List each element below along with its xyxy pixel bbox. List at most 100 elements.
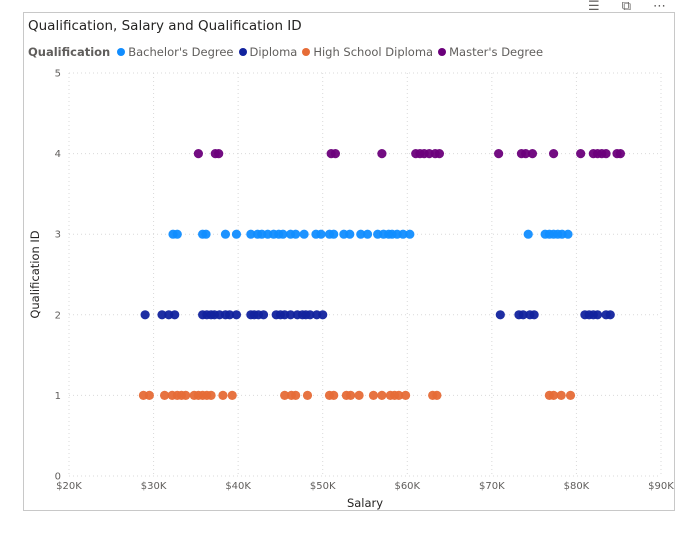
chart-legend: Qualification Bachelor's Degree Diploma … (28, 45, 548, 59)
data-point[interactable] (368, 390, 379, 400)
data-point[interactable] (329, 390, 339, 400)
x-tick-label: $60K (394, 481, 420, 492)
data-point[interactable] (316, 229, 326, 239)
y-tick-label: 1 (55, 391, 61, 402)
data-point[interactable] (218, 390, 228, 400)
data-point[interactable] (225, 310, 235, 320)
data-point[interactable] (144, 390, 154, 400)
data-point[interactable] (280, 390, 290, 400)
data-point[interactable] (605, 310, 615, 320)
more-options-icon[interactable]: ⋯ (653, 0, 666, 14)
filter-icon[interactable]: ☰ (588, 0, 600, 14)
data-point[interactable] (576, 149, 586, 159)
legend-label: High School Diploma (313, 45, 434, 59)
legend-label: Bachelor's Degree (128, 45, 234, 59)
x-tick-label: $20K (56, 481, 82, 492)
data-point[interactable] (394, 390, 404, 400)
data-point[interactable] (405, 229, 415, 239)
legend-label: Master's Degree (449, 45, 544, 59)
chart-title: Qualification, Salary and Qualification … (28, 18, 302, 34)
data-point[interactable] (521, 149, 531, 159)
data-point[interactable] (159, 390, 170, 400)
legend-item-high-school[interactable]: High School Diploma (302, 45, 433, 59)
data-point[interactable] (291, 229, 301, 239)
data-point[interactable] (214, 149, 224, 159)
data-point[interactable] (231, 229, 242, 239)
legend-marker (438, 48, 447, 56)
data-point[interactable] (615, 149, 626, 159)
data-point[interactable] (278, 229, 288, 239)
y-axis-title: Qualification ID (28, 230, 42, 318)
data-point[interactable] (231, 310, 242, 320)
plot-area: 0 1 2 3 4 5 $20K $30K $40K $50K $60K $70K $80K $90K Sa… (28, 69, 674, 511)
data-point[interactable] (362, 229, 373, 239)
legend-marker (238, 48, 247, 56)
x-tick-label: $40K (225, 481, 251, 492)
data-point[interactable] (285, 310, 296, 320)
y-tick-label: 3 (55, 230, 61, 241)
y-tick-label: 5 (55, 69, 61, 80)
data-point[interactable] (556, 390, 566, 400)
legend-item-masters[interactable]: Master's Degree (438, 45, 543, 59)
data-point[interactable] (305, 310, 315, 320)
legend-title: Qualification (28, 45, 111, 59)
x-tick-label: $90K (648, 481, 674, 492)
data-point[interactable] (529, 310, 539, 320)
data-point[interactable] (601, 149, 611, 159)
legend-marker (117, 48, 126, 56)
data-point[interactable] (563, 229, 573, 239)
x-axis-title: Salary (347, 496, 383, 510)
focus-mode-icon[interactable]: ⧉ (621, 0, 631, 14)
data-point[interactable] (258, 310, 269, 320)
data-point[interactable] (354, 390, 364, 400)
data-point[interactable] (527, 149, 538, 159)
data-point[interactable] (377, 149, 387, 159)
y-tick-label: 2 (55, 310, 61, 321)
data-point[interactable] (432, 390, 442, 400)
data-point[interactable] (206, 390, 216, 400)
data-point[interactable] (548, 390, 559, 400)
data-point[interactable] (345, 229, 355, 239)
data-point[interactable] (329, 229, 339, 239)
data-point[interactable] (346, 390, 356, 400)
data-point[interactable] (518, 310, 528, 320)
scatter-chart-visual[interactable]: ☰ ⧉ ⋯ Qualification, Salary and Qualific… (23, 0, 675, 511)
data-point[interactable] (377, 390, 387, 400)
data-point[interactable] (172, 229, 182, 239)
data-point[interactable] (548, 149, 559, 159)
data-point[interactable] (302, 390, 313, 400)
data-point[interactable] (201, 229, 211, 239)
data-point[interactable] (140, 310, 150, 320)
data-point[interactable] (318, 310, 328, 320)
data-point[interactable] (434, 149, 445, 159)
data-point[interactable] (220, 229, 231, 239)
data-point[interactable] (170, 310, 180, 320)
x-tick-label: $70K (479, 481, 505, 492)
legend-item-bachelors[interactable]: Bachelor's Degree (117, 45, 234, 59)
data-point[interactable] (299, 229, 309, 239)
data-point[interactable] (494, 149, 504, 159)
data-point[interactable] (495, 310, 505, 320)
x-tick-label: $80K (564, 481, 590, 492)
x-tick-label: $30K (141, 481, 167, 492)
x-tick-label: $50K (310, 481, 336, 492)
legend-marker (302, 48, 311, 56)
legend-label: Diploma (249, 45, 298, 59)
legend-item-diploma[interactable]: Diploma (238, 45, 298, 59)
y-tick-label: 0 (55, 472, 61, 483)
y-tick-label: 4 (55, 149, 61, 160)
data-point[interactable] (356, 229, 366, 239)
data-point[interactable] (592, 310, 603, 320)
data-point[interactable] (157, 310, 167, 320)
data-point[interactable] (291, 390, 301, 400)
data-point[interactable] (400, 390, 411, 400)
data-point[interactable] (181, 390, 191, 400)
data-point[interactable] (523, 229, 533, 239)
data-point[interactable] (193, 149, 203, 159)
data-point[interactable] (246, 229, 256, 239)
data-point[interactable] (227, 390, 237, 400)
data-point[interactable] (330, 149, 340, 159)
data-point[interactable] (565, 390, 576, 400)
visual-header-icons: ☰ ⧉ ⋯ (588, 0, 666, 14)
data-point[interactable] (398, 229, 408, 239)
